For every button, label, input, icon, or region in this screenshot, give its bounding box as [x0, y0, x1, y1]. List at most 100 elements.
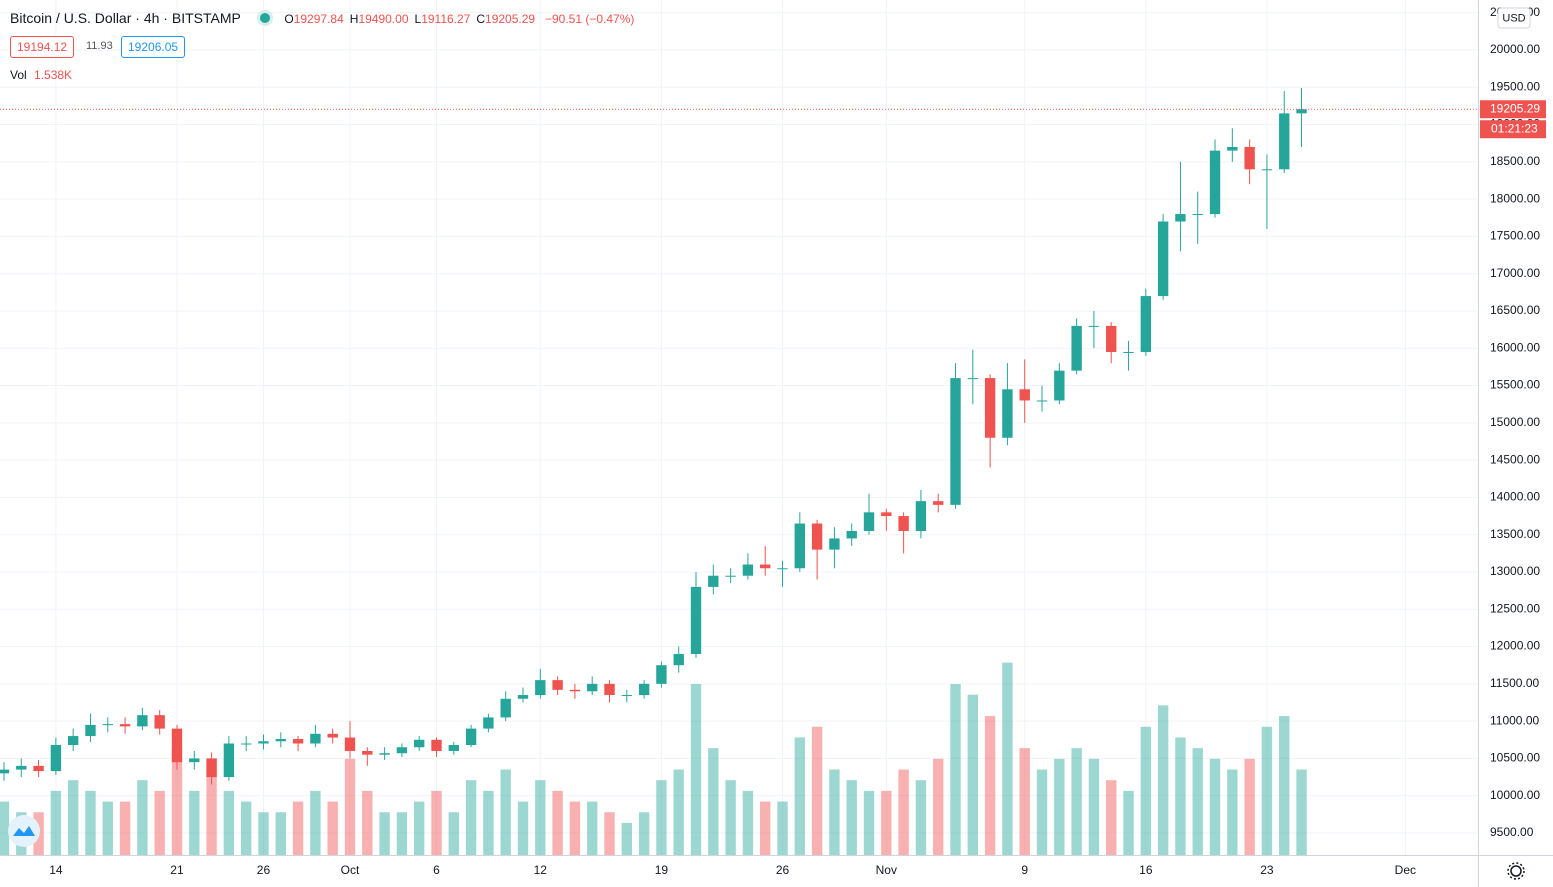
candle-body	[206, 758, 217, 778]
volume-bar	[85, 790, 96, 855]
last-price-label: 19205.29	[1490, 101, 1540, 115]
volume-bar	[552, 790, 563, 855]
x-tick-label: 12	[534, 863, 548, 877]
y-tick-label: 15500.00	[1490, 378, 1540, 392]
x-tick-label: 6	[433, 863, 440, 877]
logo-mark[interactable]	[13, 826, 35, 836]
exchange: BITSTAMP	[171, 10, 241, 26]
candle-body	[344, 737, 356, 751]
ohlc-label: H	[349, 12, 359, 26]
volume-bar	[1019, 748, 1030, 855]
candle-body	[552, 680, 563, 690]
x-tick-label: 16	[1139, 863, 1153, 877]
y-tick-label: 16000.00	[1490, 340, 1540, 354]
volume-bar	[535, 780, 546, 855]
x-tick-label: Nov	[876, 863, 897, 877]
settings-icon[interactable]	[1507, 862, 1525, 880]
candle-body	[154, 715, 165, 729]
candle-body	[863, 512, 875, 531]
volume-bar	[760, 801, 771, 855]
volume-bar	[517, 801, 529, 855]
y-tick-label: 10000.00	[1490, 788, 1540, 802]
volume-bar	[414, 801, 425, 855]
y-tick-label: 18000.00	[1490, 191, 1540, 205]
volume-bar	[67, 780, 79, 855]
candle-body	[794, 523, 806, 569]
volume-bar	[223, 790, 235, 855]
y-tick-label: 15000.00	[1490, 415, 1540, 429]
ohlc-value: 19116.27	[421, 12, 471, 26]
volume-bar	[0, 801, 10, 855]
candle-body	[690, 586, 702, 655]
volume-bar	[794, 737, 806, 855]
symbol-info: Bitcoin / U.S. Dollar · 4h · BITSTAMP O1…	[10, 10, 635, 26]
volume-bar	[396, 812, 408, 855]
ohlc-value: 19205.29	[485, 12, 536, 26]
volume-bar	[829, 769, 840, 855]
candle-body	[1296, 109, 1307, 114]
volume-bar	[811, 726, 823, 855]
candle-body	[1123, 351, 1134, 353]
volume-bar	[119, 801, 131, 855]
candle-body	[258, 741, 269, 744]
logo-circle[interactable]	[8, 815, 40, 847]
currency-box[interactable]	[1497, 7, 1531, 29]
candle-body	[535, 680, 546, 696]
candle-body	[1019, 389, 1030, 401]
candle-body	[708, 575, 719, 587]
gear-teeth[interactable]	[1507, 862, 1525, 880]
market-status	[260, 13, 271, 23]
bid[interactable]: 19194.12	[10, 36, 75, 58]
candle-body	[292, 739, 304, 744]
change: −90.51 (−0.47%)	[544, 12, 635, 26]
y-tick-label: 12500.00	[1490, 601, 1540, 615]
volume-bar	[967, 694, 979, 855]
y-tick-label: 11000.00	[1490, 713, 1539, 727]
volume-bar	[1071, 748, 1082, 855]
volume-bar	[50, 790, 62, 855]
volume-bar	[1175, 737, 1186, 855]
volume-bar	[102, 801, 113, 855]
volume-bar	[465, 780, 477, 855]
volume-bar	[500, 769, 511, 855]
gear[interactable]	[1510, 865, 1522, 877]
volume-bar	[327, 801, 338, 855]
y-tick-label: 9500.00	[1490, 825, 1534, 839]
candle-body	[1106, 325, 1117, 352]
candle-body	[396, 747, 408, 754]
candle-body	[760, 564, 771, 569]
volume-bar	[777, 801, 788, 855]
candle-body	[1157, 221, 1169, 297]
candle-body	[1227, 146, 1238, 151]
candle-body	[137, 715, 148, 727]
logo[interactable]	[8, 815, 40, 847]
y-tick-label: 10500.00	[1490, 751, 1540, 765]
y-tick-label: 19500.00	[1490, 79, 1540, 93]
candle-body	[950, 378, 961, 505]
ask[interactable]: 19206.05	[121, 36, 186, 58]
candle-body	[656, 665, 667, 684]
volume-bar	[898, 769, 909, 855]
candle-body	[1175, 214, 1186, 222]
candle-body	[67, 736, 79, 746]
volume-value: 1.538K	[34, 68, 73, 82]
volume-bar	[1106, 780, 1117, 855]
volume-legend: Vol 1.538K	[10, 68, 72, 82]
volume-bar	[673, 769, 684, 855]
volume-bar	[915, 780, 927, 855]
x-tick-label: 23	[1260, 863, 1274, 877]
last-price-tag	[1480, 100, 1546, 119]
volume-bar	[621, 822, 632, 855]
volume-bar	[690, 684, 702, 855]
candle-body	[915, 501, 927, 531]
interval: 4h	[143, 10, 160, 26]
volume-bar	[448, 812, 459, 855]
volume-bar	[1209, 758, 1221, 855]
volume-bar	[933, 758, 944, 855]
volume-bar	[881, 790, 892, 855]
volume-bar	[863, 790, 875, 855]
volume-bar	[742, 790, 754, 855]
candle-body	[327, 733, 338, 738]
